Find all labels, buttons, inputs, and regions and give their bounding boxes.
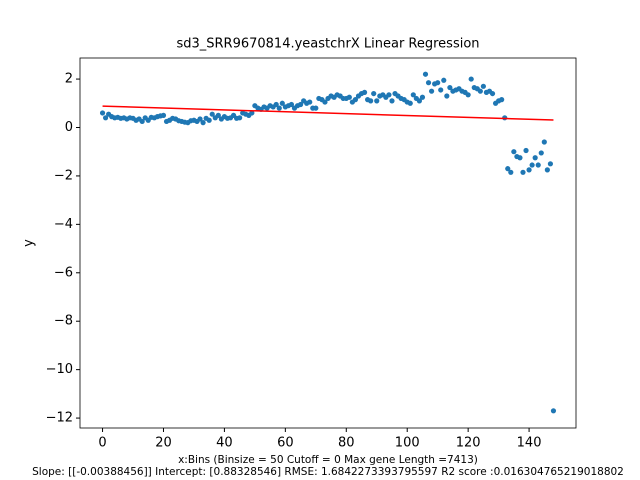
point <box>160 112 167 118</box>
point <box>139 118 145 125</box>
y-axis-label: y <box>22 239 37 247</box>
point <box>200 120 206 126</box>
point <box>511 149 517 155</box>
point <box>465 92 471 98</box>
point <box>422 71 429 77</box>
y-tick-label: 0 <box>65 120 73 135</box>
point <box>322 99 328 105</box>
point <box>499 97 505 103</box>
point <box>508 169 514 175</box>
y-tick-label: −6 <box>54 265 73 280</box>
point <box>197 116 203 122</box>
x-tick-label: 0 <box>98 436 106 451</box>
point <box>389 98 395 104</box>
x-tick-label: 100 <box>395 436 420 451</box>
point <box>435 80 441 86</box>
regression-line <box>102 105 554 121</box>
point <box>444 93 450 99</box>
y-tick-label: 2 <box>65 72 73 87</box>
point <box>480 83 486 89</box>
plot-frame <box>79 57 577 429</box>
point <box>489 90 496 97</box>
point <box>313 105 319 111</box>
y-tick-label: −4 <box>54 217 73 232</box>
point <box>307 99 313 105</box>
point <box>529 162 535 168</box>
point <box>550 408 557 414</box>
x-tick-label: 20 <box>155 436 172 451</box>
point <box>447 84 453 91</box>
y-tick-label: −10 <box>46 362 73 377</box>
point <box>419 94 426 100</box>
point <box>407 100 413 106</box>
point <box>371 90 377 97</box>
x-axis-label: Slope: [[-0.00388456]] Intercept: [0.883… <box>32 466 624 478</box>
point <box>99 110 106 116</box>
point <box>532 155 538 161</box>
point <box>273 101 279 108</box>
point <box>523 147 529 154</box>
x-axis-label: x:Bins (Binsize = 50 Cutoff = 0 Max gene… <box>178 454 478 466</box>
point <box>538 150 544 156</box>
y-tick-label: −8 <box>54 314 73 329</box>
point <box>438 87 444 93</box>
point <box>535 162 541 168</box>
x-tick-label: 140 <box>517 436 542 451</box>
x-tick-label: 80 <box>338 436 355 451</box>
point <box>547 161 554 167</box>
point <box>477 88 483 94</box>
point <box>279 100 285 106</box>
y-tick-label: −12 <box>46 411 73 426</box>
point <box>425 80 432 86</box>
point <box>361 89 368 95</box>
point <box>368 98 374 104</box>
y-tick-label: −2 <box>54 168 73 183</box>
point <box>374 98 380 104</box>
point <box>102 115 109 121</box>
x-tick-label: 60 <box>277 436 294 451</box>
point <box>517 155 523 161</box>
point <box>526 167 532 173</box>
x-tick-label: 120 <box>456 436 481 451</box>
point <box>441 77 447 83</box>
point <box>288 101 295 108</box>
point <box>276 105 282 111</box>
point <box>416 98 423 104</box>
chart-title: sd3_SRR9670814.yeastchrX Linear Regressi… <box>176 37 479 52</box>
point <box>209 111 215 117</box>
x-tick-label: 40 <box>216 436 233 451</box>
point <box>428 88 435 94</box>
point <box>297 101 304 108</box>
point <box>215 112 221 118</box>
point <box>386 92 392 98</box>
point <box>249 110 255 116</box>
point <box>410 92 416 98</box>
point <box>544 167 550 173</box>
point <box>206 117 212 123</box>
point <box>346 94 352 100</box>
point <box>520 169 526 175</box>
point <box>237 115 243 121</box>
point <box>468 76 474 82</box>
point <box>505 166 511 172</box>
point <box>352 97 359 103</box>
point <box>541 139 547 145</box>
